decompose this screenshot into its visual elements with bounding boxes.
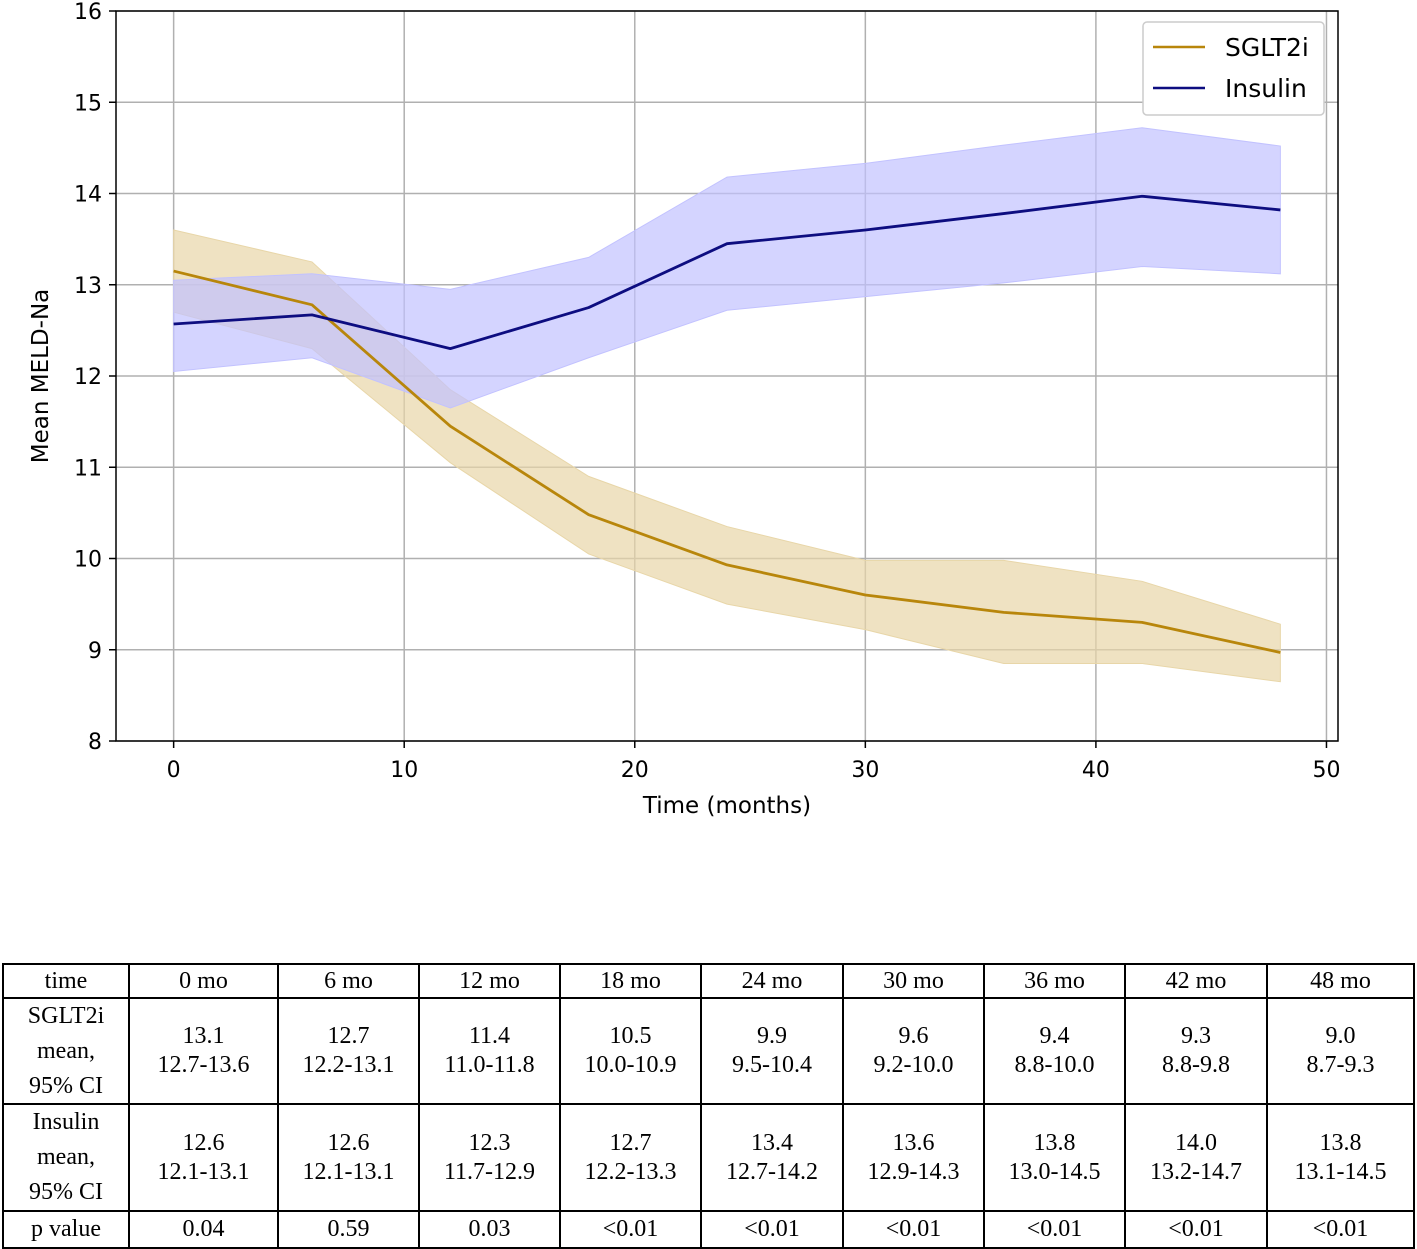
line-insulin xyxy=(173,194,1281,351)
table-cell: 13.4 12.7-14.2 xyxy=(700,1103,844,1212)
table-cell: 11.4 11.0-11.8 xyxy=(418,996,561,1106)
table-cell: <0.01 xyxy=(559,1209,702,1249)
x-tick-label: 0 xyxy=(167,758,181,783)
table-cell: 0.59 xyxy=(277,1209,420,1249)
header-cell: 18 mo xyxy=(559,963,702,999)
header-cell: 42 mo xyxy=(1124,963,1268,999)
table-cell: 9.6 9.2-10.0 xyxy=(842,996,985,1106)
axis-ticks: 0 10 20 30 40 50 8 9 10 11 12 13 14 15 16 xyxy=(74,0,1340,783)
table-cell: 12.3 11.7-12.9 xyxy=(418,1103,561,1212)
y-tick-label: 11 xyxy=(74,456,102,481)
table-cell: 0.03 xyxy=(418,1209,561,1249)
table-cell: 13.8 13.0-14.5 xyxy=(983,1103,1126,1212)
header-cell: 24 mo xyxy=(700,963,844,999)
header-cell: 36 mo xyxy=(983,963,1126,999)
table-cell: 9.9 9.5-10.4 xyxy=(700,996,844,1106)
line-sglt2i xyxy=(173,269,1281,654)
table-cell: 9.0 8.7-9.3 xyxy=(1266,996,1415,1106)
ci-band-sglt2i xyxy=(173,229,1281,683)
table-cell: 9.4 8.8-10.0 xyxy=(983,996,1126,1106)
table-cell: 12.7 12.2-13.1 xyxy=(277,996,420,1106)
table-row-sglt2i: SGLT2i mean, 95% CI 13.1 12.7-13.6 12.7 12.2… xyxy=(2,996,1415,1106)
x-tick-label: 30 xyxy=(851,758,879,783)
legend-label-sglt2i: SGLT2i xyxy=(1225,33,1309,62)
meld-na-line-chart: 0 10 20 30 40 50 8 9 10 11 12 13 14 15 16 Time (months… xyxy=(28,0,1340,819)
table-cell: 14.0 13.2-14.7 xyxy=(1124,1103,1268,1212)
x-tick-label: 40 xyxy=(1082,758,1110,783)
table-cell: 12.6 12.1-13.1 xyxy=(128,1103,279,1212)
legend-box xyxy=(1142,21,1325,116)
x-axis-label: Time (months) xyxy=(642,793,811,819)
table-cell: <0.01 xyxy=(842,1209,985,1249)
header-cell: 0 mo xyxy=(128,963,279,999)
table-cell: 12.6 12.1-13.1 xyxy=(277,1103,420,1212)
y-tick-label: 14 xyxy=(74,183,102,208)
table-row-insulin: Insulin mean, 95% CI 12.6 12.1-13.1 12.6 12.… xyxy=(2,1103,1415,1212)
confidence-bands xyxy=(173,127,1281,683)
header-cell: 6 mo xyxy=(277,963,420,999)
table-cell: 13.1 12.7-13.6 xyxy=(128,996,279,1106)
header-cell: 12 mo xyxy=(418,963,561,999)
table-header-row: time 0 mo 6 mo 12 mo 18 mo 24 mo 30 mo 3… xyxy=(2,963,1415,999)
header-cell: time xyxy=(2,963,130,999)
table-cell: <0.01 xyxy=(1266,1209,1415,1249)
summary-table: time 0 mo 6 mo 12 mo 18 mo 24 mo 30 mo 3… xyxy=(2,963,1415,1249)
x-tick-label: 50 xyxy=(1312,758,1340,783)
y-tick-label: 8 xyxy=(88,730,102,755)
y-tick-label: 10 xyxy=(74,548,102,573)
table-cell: 13.6 12.9-14.3 xyxy=(842,1103,985,1212)
header-cell: 30 mo xyxy=(842,963,985,999)
row-label: Insulin mean, 95% CI xyxy=(2,1103,130,1212)
table-row-p-value: p value 0.04 0.59 0.03 <0.01 <0.01 <0.01… xyxy=(2,1209,1415,1249)
series-lines xyxy=(173,194,1281,654)
table-cell: <0.01 xyxy=(983,1209,1126,1249)
y-tick-label: 12 xyxy=(74,365,102,390)
y-tick-label: 15 xyxy=(74,91,102,116)
table-cell: <0.01 xyxy=(700,1209,844,1249)
row-label: SGLT2i mean, 95% CI xyxy=(2,996,130,1106)
x-tick-label: 20 xyxy=(621,758,649,783)
header-cell: 48 mo xyxy=(1266,963,1415,999)
y-axis-label: Mean MELD-Na xyxy=(28,289,54,463)
legend-label-insulin: Insulin xyxy=(1225,74,1307,103)
table-cell: 0.04 xyxy=(128,1209,279,1249)
legend: SGLT2i Insulin xyxy=(1142,21,1325,116)
y-tick-label: 16 xyxy=(74,0,102,25)
table-cell: 13.8 13.1-14.5 xyxy=(1266,1103,1415,1212)
y-tick-label: 13 xyxy=(74,274,102,299)
table-cell: 12.7 12.2-13.3 xyxy=(559,1103,702,1212)
table-cell: <0.01 xyxy=(1124,1209,1268,1249)
ci-band-insulin xyxy=(173,127,1281,409)
y-tick-label: 9 xyxy=(88,639,102,664)
row-label: p value xyxy=(2,1209,130,1249)
table-cell: 9.3 8.8-9.8 xyxy=(1124,996,1268,1106)
table-cell: 10.5 10.0-10.9 xyxy=(559,996,702,1106)
x-tick-label: 10 xyxy=(390,758,418,783)
